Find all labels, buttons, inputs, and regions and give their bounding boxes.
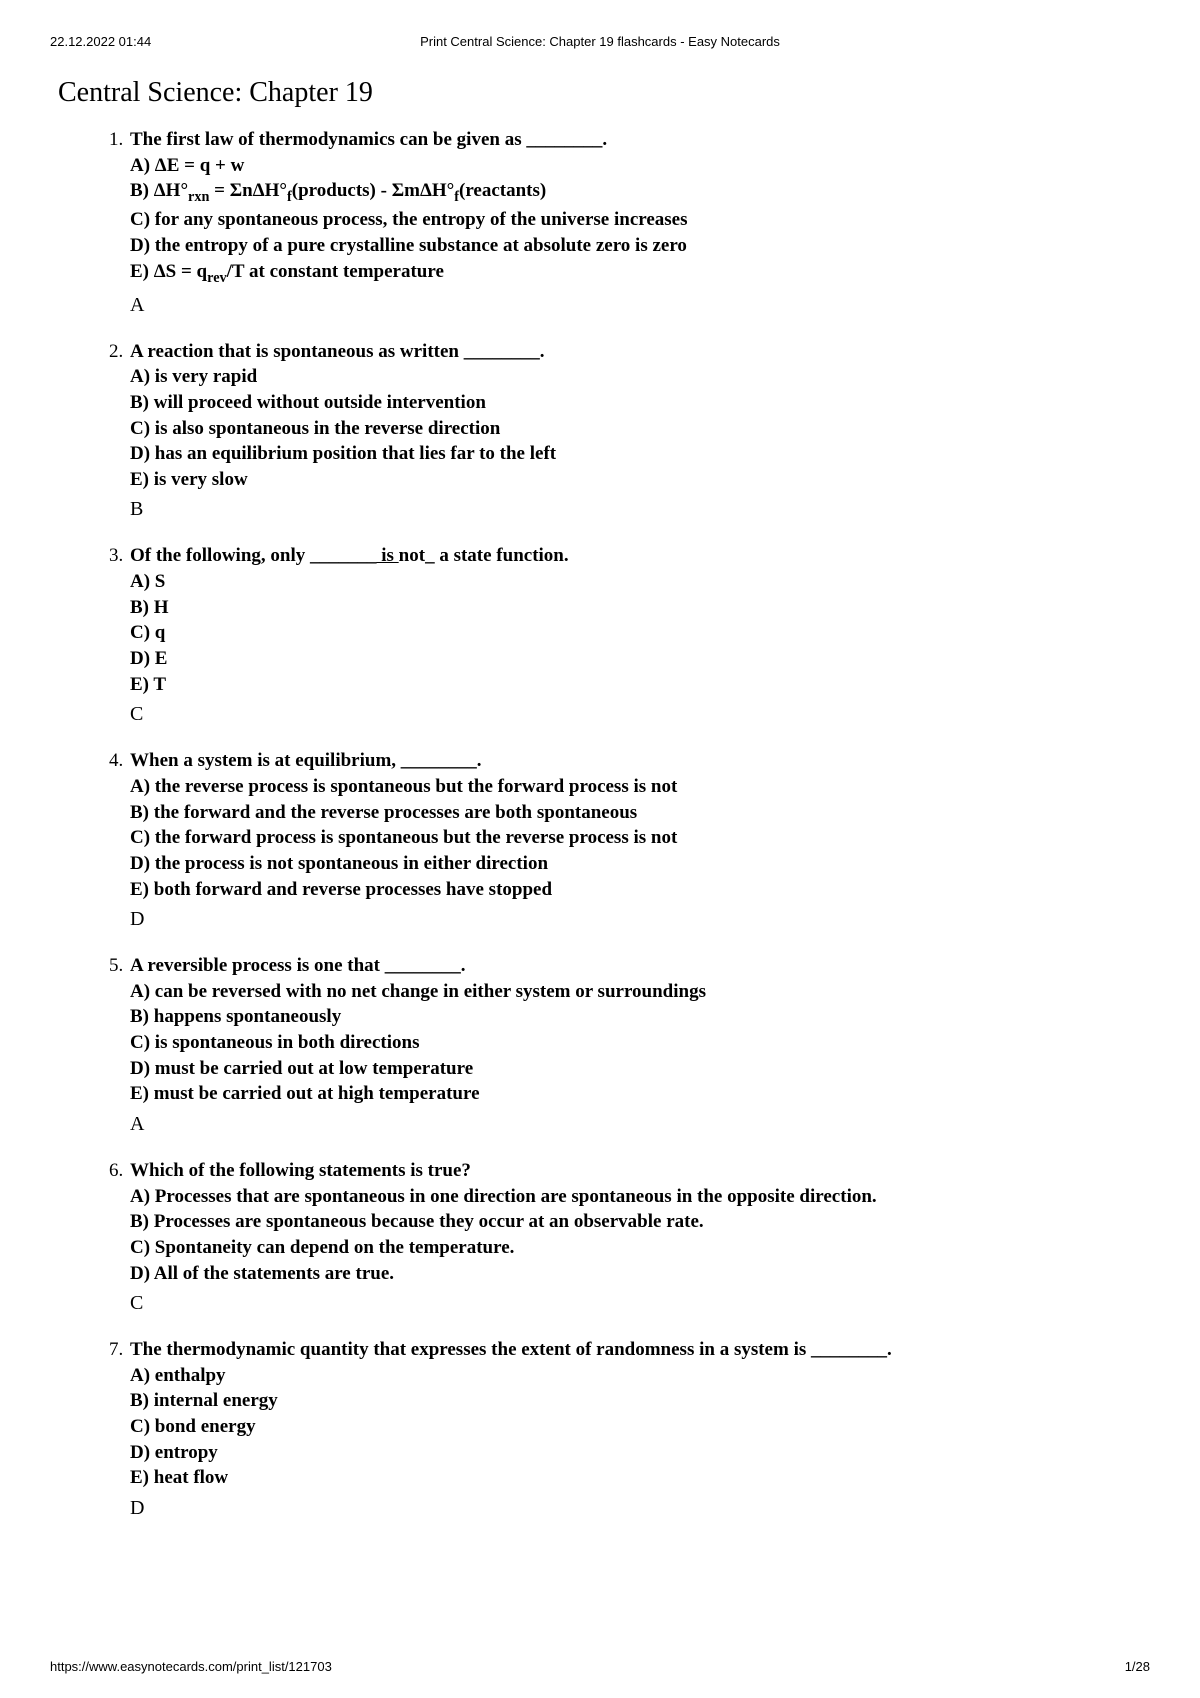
question-answer: B: [130, 498, 1150, 521]
question-option: B) will proceed without outside interven…: [130, 390, 1150, 416]
question-option: C) bond energy: [130, 1414, 1150, 1440]
question-stem: The thermodynamic quantity that expresse…: [130, 1339, 892, 1360]
question-option: A) ΔE = q + w: [130, 153, 1150, 179]
question-item: A reaction that is spontaneous as writte…: [128, 339, 1150, 522]
question-option: D) E: [130, 646, 1150, 672]
question-option: E) both forward and reverse processes ha…: [130, 877, 1150, 903]
question-option: A) can be reversed with no net change in…: [130, 979, 1150, 1005]
question-answer: D: [130, 908, 1150, 931]
question-option: B) happens spontaneously: [130, 1004, 1150, 1030]
timestamp: 22.12.2022 01:44: [50, 34, 151, 49]
question-option: D) the entropy of a pure crystalline sub…: [130, 233, 1150, 259]
question-list: The first law of thermodynamics can be g…: [50, 127, 1150, 1520]
page-title: Central Science: Chapter 19: [50, 77, 1150, 109]
question-answer: A: [130, 294, 1150, 317]
print-header: 22.12.2022 01:44 Print Central Science: …: [50, 34, 1150, 49]
question-item: Of the following, only _______ is not_ a…: [128, 543, 1150, 726]
question-option: E) T: [130, 672, 1150, 698]
question-option: E) is very slow: [130, 467, 1150, 493]
question-stem: When a system is at equilibrium, _______…: [130, 750, 482, 771]
question-option: E) must be carried out at high temperatu…: [130, 1081, 1150, 1107]
question-option: C) for any spontaneous process, the entr…: [130, 207, 1150, 233]
question-item: Which of the following statements is tru…: [128, 1158, 1150, 1315]
question-option: C) q: [130, 620, 1150, 646]
question-option: A) the reverse process is spontaneous bu…: [130, 774, 1150, 800]
question-option: D) the process is not spontaneous in eit…: [130, 851, 1150, 877]
question-option: C) is spontaneous in both directions: [130, 1030, 1150, 1056]
question-option: C) is also spontaneous in the reverse di…: [130, 416, 1150, 442]
header-title: Print Central Science: Chapter 19 flashc…: [420, 34, 780, 49]
question-answer: C: [130, 703, 1150, 726]
question-answer: C: [130, 1292, 1150, 1315]
question-stem: A reversible process is one that _______…: [130, 955, 465, 976]
question-option: A) enthalpy: [130, 1363, 1150, 1389]
question-option: C) the forward process is spontaneous bu…: [130, 825, 1150, 851]
question-option: B) ΔH°rxn = ΣnΔH°f(products) - ΣmΔH°f(re…: [130, 178, 1150, 207]
question-answer: D: [130, 1497, 1150, 1520]
question-item: The first law of thermodynamics can be g…: [128, 127, 1150, 317]
question-option: A) is very rapid: [130, 364, 1150, 390]
question-option: D) must be carried out at low temperatur…: [130, 1056, 1150, 1082]
question-stem: Which of the following statements is tru…: [130, 1160, 471, 1181]
question-answer: A: [130, 1113, 1150, 1136]
question-option: B) H: [130, 595, 1150, 621]
question-stem: The first law of thermodynamics can be g…: [130, 129, 607, 150]
question-option: B) the forward and the reverse processes…: [130, 800, 1150, 826]
footer-page: 1/28: [1125, 1659, 1150, 1674]
question-option: C) Spontaneity can depend on the tempera…: [130, 1235, 1150, 1261]
question-option: B) Processes are spontaneous because the…: [130, 1209, 1150, 1235]
question-option: A) Processes that are spontaneous in one…: [130, 1184, 1150, 1210]
question-stem: Of the following, only _______ is not_ a…: [130, 545, 569, 566]
question-option: D) has an equilibrium position that lies…: [130, 441, 1150, 467]
footer: https://www.easynotecards.com/print_list…: [50, 1659, 1150, 1674]
question-item: A reversible process is one that _______…: [128, 953, 1150, 1136]
question-option: A) S: [130, 569, 1150, 595]
question-option: D) All of the statements are true.: [130, 1261, 1150, 1287]
question-option: E) heat flow: [130, 1465, 1150, 1491]
question-option: E) ΔS = qrev/T at constant temperature: [130, 259, 1150, 288]
question-option: B) internal energy: [130, 1388, 1150, 1414]
question-stem: A reaction that is spontaneous as writte…: [130, 341, 545, 362]
footer-url: https://www.easynotecards.com/print_list…: [50, 1659, 332, 1674]
question-item: When a system is at equilibrium, _______…: [128, 748, 1150, 931]
question-option: D) entropy: [130, 1440, 1150, 1466]
question-item: The thermodynamic quantity that expresse…: [128, 1337, 1150, 1520]
